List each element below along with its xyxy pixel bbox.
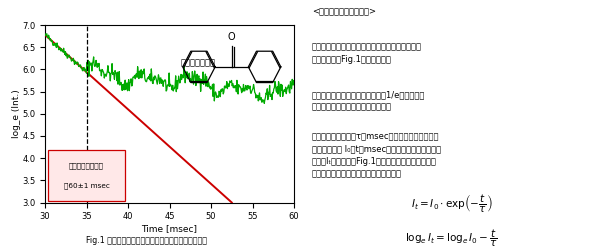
Text: りん光の発光对命: りん光の発光对命	[69, 163, 104, 170]
Text: 紆60±1 msec: 紆60±1 msec	[64, 182, 109, 189]
Y-axis label: log_e (Int.): log_e (Int.)	[11, 90, 20, 138]
X-axis label: Time [msec]: Time [msec]	[142, 224, 197, 233]
Text: ベンゾフェノンのりん光について発光寿命測定を
行った結果をFig.1に示します。: ベンゾフェノンのりん光について発光寿命測定を 行った結果をFig.1に示します。	[312, 42, 422, 64]
Text: Fig.1 ベンゾフェノンのりん光における発光对命測定: Fig.1 ベンゾフェノンのりん光における発光对命測定	[86, 236, 208, 245]
Text: 発光寿命は「残光の最初の強度が1/eに減衰する
までの時間」と定義されています。: 発光寿命は「残光の最初の強度が1/eに減衰する までの時間」と定義されています。	[312, 90, 425, 111]
Text: ベンゾフェノン: ベンゾフェノン	[181, 58, 216, 67]
Text: $\log_e I_t = \log_e I_0 - \dfrac{t}{\tau}$: $\log_e I_t = \log_e I_0 - \dfrac{t}{\ta…	[405, 228, 498, 249]
FancyBboxPatch shape	[48, 150, 125, 201]
Text: $I_t = I_0 \cdot \exp\!\left(-\dfrac{t}{\tau}\right)$: $I_t = I_0 \cdot \exp\!\left(-\dfrac{t}{…	[410, 192, 493, 214]
Text: りん光の発光寿命をτ（msec）、ある時間における
りん光強度を I₀、t（msec）時間後におけるりん光
強度をIₜとすると、Fig.1および以下の式から、り: りん光の発光寿命をτ（msec）、ある時間における りん光強度を I₀、t（ms…	[312, 132, 441, 178]
Text: <りん光の発光对命測定>: <りん光の発光对命測定>	[312, 8, 376, 16]
